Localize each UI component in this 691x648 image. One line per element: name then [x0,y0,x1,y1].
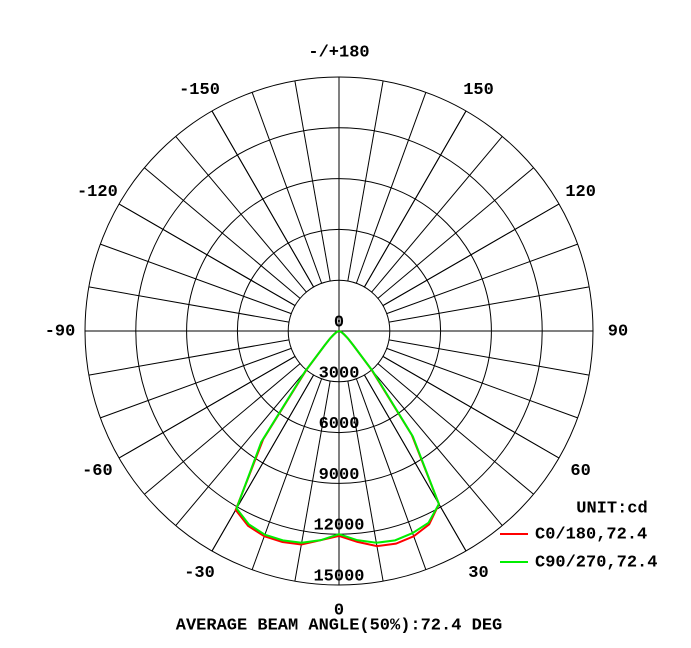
theta-tick-label: -150 [179,81,220,100]
theta-tick-label: 30 [468,564,488,583]
theta-tick-label: -60 [82,462,113,481]
axis-line [118,355,296,459]
theta-tick-label: 0 [334,601,344,620]
theta-tick-label: 90 [608,322,628,341]
axis-line [382,355,560,459]
axis-line [382,203,560,307]
legend-label: C90/270,72.4 [535,553,657,572]
axis-line [118,203,296,307]
theta-tick-label: -/+180 [308,43,369,62]
series-curve [235,330,441,544]
axis-line [363,374,467,552]
axis-line [363,110,467,288]
series-curve [234,330,440,548]
theta-tick-label: 150 [463,81,494,100]
annotation: AVERAGE BEAM ANGLE(50%):72.4 DEG [176,616,502,635]
axis-line [211,374,315,552]
theta-tick-label: 60 [570,462,590,481]
axis-line [211,110,315,288]
theta-tick-label: -90 [45,322,76,341]
legend-label: C0/180,72.4 [535,525,647,544]
theta-tick-label: -120 [77,183,118,202]
theta-tick-label: 120 [565,183,596,202]
unit-label: UNIT:cd [576,499,647,518]
theta-tick-label: -30 [184,564,215,583]
